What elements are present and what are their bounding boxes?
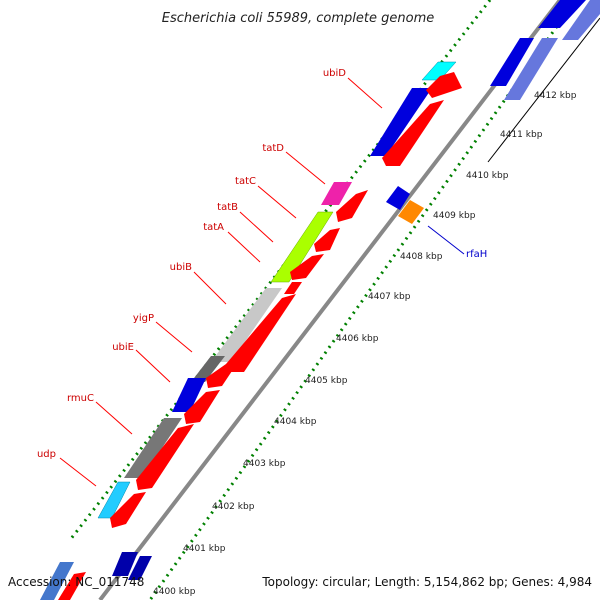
rfaH-connector <box>427 225 465 255</box>
gene-block-bottom-2 <box>128 556 152 580</box>
gene-label-lines <box>59 77 383 487</box>
gene-block-bottom-1 <box>112 552 138 576</box>
tick-label-4405: 4405 kbp <box>305 376 348 386</box>
gene-red-6 <box>284 282 302 294</box>
accession-text: Accession: NC_011748 <box>8 575 144 589</box>
gene-block-rfaH-blue <box>386 186 410 210</box>
gene-label-tatA: tatA <box>203 222 224 233</box>
gene-block-yigP <box>191 356 225 382</box>
gene-label-rmuC: rmuC <box>67 393 94 404</box>
tick-label-4410: 4410 kbp <box>466 171 509 181</box>
gene-red-8 <box>206 362 238 388</box>
gene-block-ubiD <box>370 88 432 156</box>
gene-block-tatD <box>321 182 352 205</box>
gene-block-ubiB <box>211 288 282 362</box>
gene-red-9 <box>184 390 220 424</box>
gene-label-tatD: tatD <box>262 143 284 154</box>
tick-label-4412: 4412 kbp <box>534 91 577 101</box>
gene-red-1 <box>426 72 462 98</box>
genome-backbone <box>98 0 562 600</box>
gene-label-ubiE: ubiE <box>112 342 134 353</box>
map-title: Escherichia coli 55989, complete genome <box>162 11 434 26</box>
gene-label-tatB: tatB <box>217 202 238 213</box>
gene-red-10 <box>136 424 194 490</box>
tick-label-4401: 4401 kbp <box>183 544 226 554</box>
tick-label-4403: 4403 kbp <box>243 459 286 469</box>
gene-block-top-right-1 <box>490 38 534 86</box>
tick-label-4402: 4402 kbp <box>212 502 255 512</box>
gene-label-yigP: yigP <box>133 313 154 324</box>
gene-block-top-right-4 <box>562 0 600 40</box>
top-right-edge <box>487 17 600 163</box>
gene-label-rfaH: rfaH <box>466 249 487 260</box>
gene-red-11 <box>110 492 146 528</box>
gene-red-2 <box>382 100 444 166</box>
gene-red-7 <box>226 294 296 372</box>
gene-label-ubiD: ubiD <box>323 68 346 79</box>
gene-block-rfaH-orange <box>398 200 424 224</box>
gene-red-3 <box>336 190 368 222</box>
gene-block-tatC <box>270 211 334 283</box>
inner-tick-track <box>148 14 567 600</box>
tick-label-4406: 4406 kbp <box>336 334 379 344</box>
gene-red-5 <box>290 254 324 280</box>
tick-label-4407: 4407 kbp <box>368 292 411 302</box>
tick-label-4404: 4404 kbp <box>274 417 317 427</box>
gene-block-rmuC <box>124 418 182 478</box>
gene-label-udp: udp <box>37 449 56 460</box>
gene-label-tatC: tatC <box>235 176 256 187</box>
gene-label-ubiB: ubiB <box>170 262 192 273</box>
gene-block-bottom-blue <box>40 562 74 600</box>
tick-label-4408: 4408 kbp <box>400 252 443 262</box>
tick-label-4409: 4409 kbp <box>433 211 476 221</box>
gene-block-top-right-3 <box>538 0 586 28</box>
gene-red-12 <box>58 572 86 600</box>
tick-label-4411: 4411 kbp <box>500 130 543 140</box>
gene-block-ubiE <box>172 378 206 412</box>
topology-text: Topology: circular; Length: 5,154,862 bp… <box>261 575 592 589</box>
gene-block-top-right-2 <box>504 38 558 100</box>
gene-red-4 <box>314 228 340 252</box>
tick-label-4400: 4400 kbp <box>153 587 196 597</box>
